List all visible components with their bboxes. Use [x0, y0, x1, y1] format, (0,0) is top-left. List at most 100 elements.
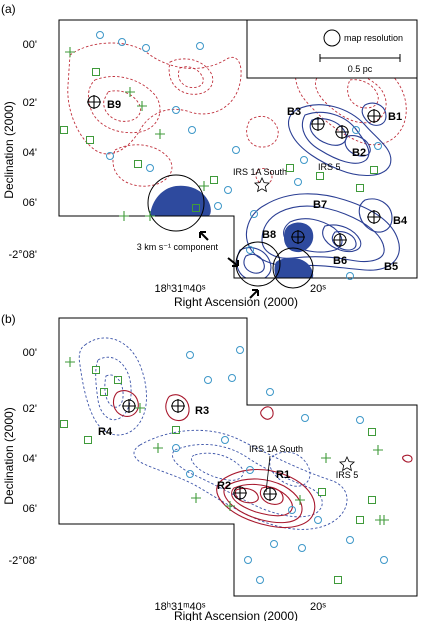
square-marker-icon: [356, 516, 364, 524]
circle-marker-icon: [301, 414, 309, 422]
circle-marker-icon: [142, 44, 150, 52]
square-marker-icon: [92, 68, 100, 76]
square-marker-icon: [60, 126, 68, 134]
square-marker-icon: [210, 176, 218, 184]
arrow-icon: [199, 231, 259, 299]
panel-b-irs1a-label: IRS 1A South: [249, 444, 303, 454]
plus-marker-icon: [135, 403, 145, 413]
circle-marker-icon: [146, 164, 154, 172]
panel-a-xtick-20s: 20ˢ: [310, 283, 326, 295]
panel-b-ylabel: Declination (2000): [2, 407, 16, 504]
panel-b-irs5-label: IRS 5: [336, 470, 359, 480]
circle-marker-icon: [300, 156, 308, 164]
plus-marker-icon: [295, 495, 305, 505]
circle-marker-icon: [228, 374, 236, 382]
circle-marker-icon: [172, 444, 180, 452]
panel-a-label: (a): [1, 2, 16, 16]
square-marker-icon: [92, 366, 100, 374]
label-b5: B5: [384, 261, 398, 273]
square-marker-icon: [114, 376, 122, 384]
label-b1: B1: [388, 111, 402, 123]
panel-b-ytick-08: -2°08': [8, 555, 37, 567]
panel-a-ytick-02: 02': [23, 97, 37, 109]
circle-marker-icon: [186, 470, 194, 478]
panel-b-red-contours: [112, 390, 413, 529]
square-marker-icon: [286, 164, 294, 172]
source-cross-icon: [333, 233, 347, 247]
irs1a-pointer-line: [265, 455, 271, 493]
circle-marker-icon: [374, 142, 382, 150]
panel-a-ytick-04: 04': [23, 147, 37, 159]
panel-a-irs1a-label: IRS 1A South: [233, 167, 287, 177]
circle-marker-icon: [236, 346, 244, 354]
circle-marker-icon: [256, 576, 264, 584]
square-marker-icon: [356, 184, 364, 192]
square-marker-icon: [368, 496, 376, 504]
source-cross-icon: [367, 210, 381, 224]
label-b7: B7: [313, 199, 327, 211]
plus-marker-icon: [119, 211, 129, 221]
catalog-markers: [60, 31, 389, 584]
circle-marker-icon: [352, 126, 360, 134]
source-cross-icon: [233, 486, 247, 500]
panel-a-ylabel: Declination (2000): [2, 101, 16, 198]
scale-bar-label: 0.5 pc: [348, 64, 373, 74]
panel-a-map: [67, 42, 407, 278]
square-marker-icon: [192, 204, 200, 212]
source-cross-icon: [122, 399, 136, 413]
plus-marker-icon: [321, 453, 331, 463]
panel-a-source-labels: B9 B3 B1 B2 B7 B4 B8 B6 B5: [107, 99, 408, 273]
panel-b-xtick-40s: 18ʰ31ᵐ40ˢ: [155, 601, 206, 613]
circle-marker-icon: [246, 466, 254, 474]
plus-marker-icon: [137, 101, 147, 111]
plus-marker-icon: [153, 443, 163, 453]
square-marker-icon: [334, 576, 342, 584]
circle-marker-icon: [172, 106, 180, 114]
panel-a-legend: map resolution 0.5 pc: [246, 19, 418, 79]
label-r3: R3: [195, 405, 209, 417]
source-cross-icon: [335, 125, 349, 139]
square-marker-icon: [318, 488, 326, 496]
panel-a-component-label: 3 km s⁻¹ component: [137, 242, 219, 252]
label-b3: B3: [287, 106, 301, 118]
panel-b-label: (b): [1, 312, 16, 326]
panel-a-xlabel: Right Ascension (2000): [174, 295, 298, 309]
label-b6: B6: [333, 255, 347, 267]
source-cross-icon: [171, 399, 185, 413]
circle-marker-icon: [346, 272, 354, 280]
label-b4: B4: [393, 215, 408, 227]
panel-a-ytick-06: 06': [23, 197, 37, 209]
circle-marker-icon: [346, 536, 354, 544]
circle-marker-icon: [232, 146, 240, 154]
panel-b: (b) 00' 02' 04' 06' -2°08' Declination (…: [1, 312, 418, 621]
square-marker-icon: [368, 428, 376, 436]
label-b9: B9: [107, 99, 121, 111]
circle-marker-icon: [294, 178, 302, 186]
plus-marker-icon: [125, 87, 135, 97]
plus-marker-icon: [191, 493, 201, 503]
irs1a-star-icon: [253, 177, 271, 193]
circle-marker-icon: [244, 556, 252, 564]
circle-marker-icon: [118, 38, 126, 46]
circle-marker-icon: [270, 540, 278, 548]
circle-marker-icon: [224, 186, 232, 194]
square-marker-icon: [134, 160, 142, 168]
plus-marker-icon: [155, 129, 165, 139]
panel-b-ytick-06: 06': [23, 503, 37, 515]
circle-marker-icon: [106, 152, 114, 160]
circle-marker-icon: [250, 210, 258, 218]
label-r1: R1: [276, 469, 290, 481]
panel-b-ytick-00: 00': [23, 347, 37, 359]
panel-b-xtick-20s: 20ˢ: [310, 601, 326, 613]
circle-marker-icon: [221, 436, 229, 444]
map-resolution-label: map resolution: [344, 33, 403, 43]
plus-marker-icon: [379, 515, 389, 525]
plus-marker-icon: [145, 211, 155, 221]
panel-b-xlabel: Right Ascension (2000): [174, 609, 298, 621]
panel-b-map: [78, 337, 413, 530]
source-cross-icon: [311, 117, 325, 131]
label-b8: B8: [262, 229, 276, 241]
square-marker-icon: [100, 388, 108, 396]
panel-b-blue-contours: [78, 337, 348, 530]
